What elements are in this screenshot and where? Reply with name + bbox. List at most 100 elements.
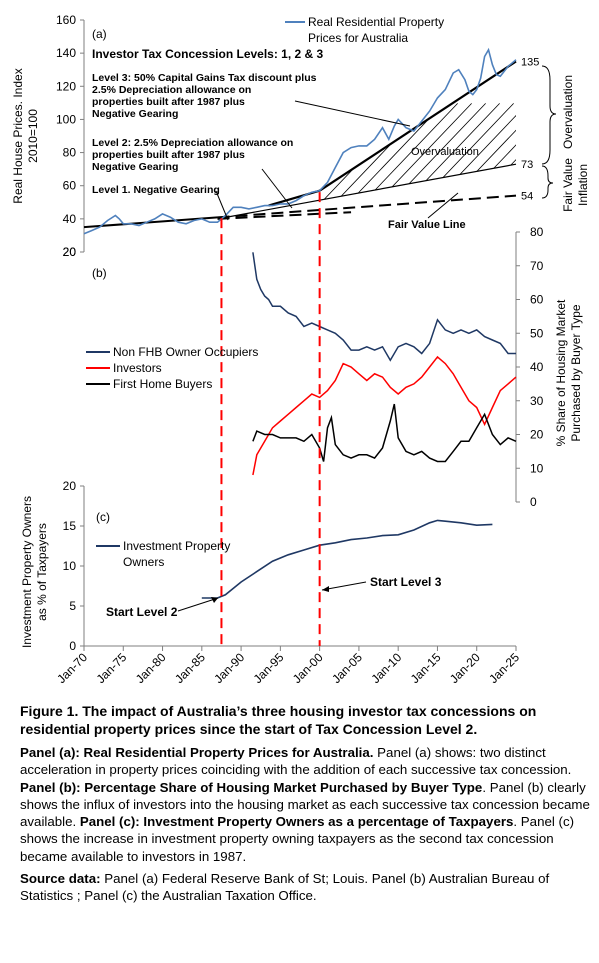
series-real-residential-prices (83, 47, 517, 235)
annotation-level2: properties built after 1987 plus (92, 149, 245, 161)
panel-c-y-tick-label: 20 (63, 479, 77, 493)
figure-caption: Figure 1. The impact of Australia’s thre… (20, 702, 592, 910)
panel-b-y-tick-label: 10 (530, 461, 544, 475)
x-tick-label: Jan-85 (172, 650, 208, 686)
x-tick-label: Jan-75 (94, 650, 130, 686)
x-tick-label: Jan-95 (251, 650, 287, 686)
hatch-line (459, 103, 516, 201)
series-investment-property-owners (201, 519, 493, 599)
annotation-level2-leader (261, 168, 293, 209)
panel-b-y-tick-label: 0 (530, 495, 537, 509)
hatch-line (361, 103, 472, 201)
panel-c-y-tick-label: 5 (69, 599, 76, 613)
x-tick-label: Jan-15 (408, 650, 444, 686)
legend-label-prices: Real Residential Property (308, 15, 444, 29)
x-tick-label: Jan-05 (329, 650, 365, 686)
end-label: 73 (521, 159, 533, 171)
annotation-level2: Level 2: 2.5% Depreciation allowance on (92, 137, 293, 149)
hatch-line (319, 103, 346, 201)
bracket-overvaluation (541, 65, 557, 165)
fair-value-line-dashed (217, 194, 517, 219)
x-tick-label: Jan-25 (486, 650, 522, 686)
panel-c-y-tick-label: 0 (69, 639, 76, 653)
annotation-overvaluation: Overvaluation (411, 146, 479, 158)
panel-c-y-label: Investment Property Owners (20, 496, 34, 648)
panel-a-y-label: 2010=100 (26, 109, 40, 163)
annotation-level3: properties built after 1987 plus (92, 96, 245, 108)
panel-a-y-tick-label: 160 (56, 13, 76, 27)
hatch-line (403, 103, 514, 201)
annotation-fair-value-line: Fair Value Line (388, 219, 466, 231)
figure-chart: 20 40 60 80 100 120 140 160 0 5 10 15 20 0 10 20 30 40 50 6… (11, 13, 590, 686)
level2-trend-line (217, 163, 517, 220)
annotation-level1-leader (215, 190, 229, 221)
fair-value-line (83, 216, 218, 229)
caption-source: Source data: Panel (a) Federal Reserve B… (20, 870, 592, 905)
caption-panel-c-heading: Panel (c): Investment Property Owners as… (79, 814, 514, 830)
annotation-level3: Level 3: 50% Capital Gains Tax discount … (92, 72, 317, 84)
hatch-line (445, 103, 516, 201)
legend-label-b: Investors (113, 361, 162, 375)
caption-panel-b-text: . Panel (b) clearly shows the influx of … (20, 779, 590, 830)
x-tick-label: Jan-00 (290, 650, 326, 686)
panel-a-y-tick-label: 20 (63, 245, 77, 259)
annotation-level1: Level 1. Negative Gearing (92, 184, 220, 196)
series-first-home-buyers (252, 403, 517, 463)
arrowhead-start-level-3 (322, 586, 329, 592)
bracket-inflation (541, 165, 554, 199)
caption-panel-a-text: Panel (a) shows: two distinct accelerati… (20, 745, 572, 778)
end-label: 135 (521, 56, 539, 68)
panel-a-y-tick-label: 100 (56, 112, 76, 126)
hatch-line (319, 103, 430, 201)
arrow-start-level-3 (321, 581, 367, 591)
arrowhead-start-level-2 (211, 597, 218, 603)
panel-a-y-tick-label: 120 (56, 79, 76, 93)
right-label-fair-value: Fair Value (561, 158, 575, 212)
x-tick-label: Jan-80 (133, 650, 169, 686)
x-tick-label: Jan-20 (447, 650, 483, 686)
caption-source-heading: Source data: (20, 871, 101, 887)
annotation-investor-levels: Investor Tax Concession Levels: 1, 2 & 3 (92, 47, 324, 61)
level1-extension-line (217, 211, 352, 220)
annotation-level3-leader (294, 100, 411, 127)
right-label-inflation: Inflation (576, 164, 590, 206)
annotation-level2: Negative Gearing (92, 161, 178, 173)
chart-axes (80, 19, 520, 651)
panel-c-y-tick-label: 15 (63, 519, 77, 533)
panel-b-y-tick-label: 50 (530, 326, 544, 340)
panel-b-label: (b) (92, 266, 107, 280)
annotation-level3: 2.5% Depreciation allowance on (92, 84, 251, 96)
panel-b-y-label: Purchased by Buyer Type (569, 304, 583, 442)
hatch-line (208, 103, 318, 219)
series-investors (252, 355, 517, 476)
caption-title: Figure 1. The impact of Australia’s thre… (20, 703, 537, 737)
panel-b-y-tick-label: 20 (530, 428, 544, 442)
caption-panel-b-heading: Panel (b): Percentage Share of Housing M… (20, 779, 483, 795)
panel-a-y-tick-label: 80 (63, 146, 77, 160)
annotation-start-level-3: Start Level 3 (370, 575, 442, 589)
panel-b-left-tick-label: 20 (63, 245, 77, 259)
legend-label-b: Non FHB Owner Occupiers (113, 345, 258, 359)
hatch-line (375, 103, 486, 201)
panel-c-label: (c) (96, 510, 110, 524)
panel-b-y-tick-label: 30 (530, 394, 544, 408)
panel-c-y-tick-label: 10 (63, 559, 77, 573)
panel-b-y-label: % Share of Housing Market (554, 299, 568, 446)
panel-b-y-tick-label: 40 (530, 360, 544, 374)
legend-label-c: Owners (123, 555, 164, 569)
legend-label-c: Investment Property (123, 539, 230, 553)
panel-a-y-tick-label: 60 (63, 179, 77, 193)
panel-c-y-label: as % of Taxpayers (35, 523, 49, 621)
right-label-overvaluation: Overvaluation (561, 75, 575, 149)
x-tick-label: Jan-10 (368, 650, 404, 686)
end-label: 54 (521, 191, 533, 203)
panel-a-y-tick-label: 140 (56, 46, 76, 60)
panel-a-y-label: Real House Prices. Index (11, 68, 25, 203)
arrow-start-level-2 (177, 597, 219, 612)
panel-a-y-tick-label: 40 (63, 212, 77, 226)
caption-source-text: Panel (a) Federal Reserve Bank of St; Lo… (20, 871, 550, 904)
x-tick-label: Jan-90 (211, 650, 247, 686)
annotation-level3: Negative Gearing (92, 108, 178, 120)
legend-label-b: First Home Buyers (113, 377, 212, 391)
caption-panel-c-text: . Panel (c) shows the increase in invest… (20, 814, 575, 864)
